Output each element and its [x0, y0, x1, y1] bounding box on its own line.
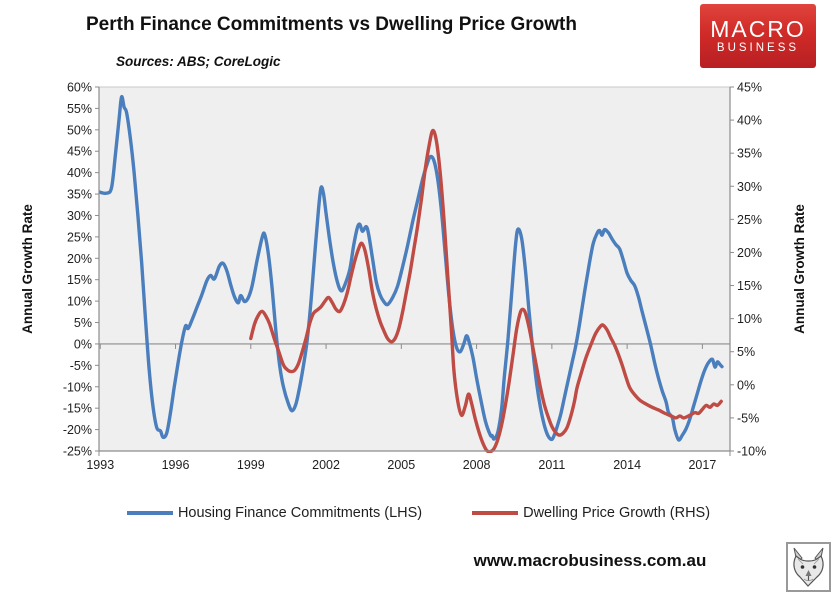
wolf-icon [786, 542, 831, 592]
right-axis-tick-label: 35% [737, 147, 762, 161]
right-axis-tick-label: 20% [737, 246, 762, 260]
right-axis-tick-label: -5% [737, 411, 759, 425]
x-axis-tick-label: 2005 [387, 458, 415, 472]
right-axis-tick-label: -10% [737, 445, 766, 459]
left-axis-tick-label: 50% [67, 123, 92, 137]
chart-legend: Housing Finance Commitments (LHS) Dwellin… [0, 505, 837, 521]
x-axis-tick-label: 1996 [162, 458, 190, 472]
website-url: www.macrobusiness.com.au [473, 551, 707, 570]
legend-item: Dwelling Price Growth (RHS) [472, 505, 710, 521]
left-axis-tick-label: 55% [67, 102, 92, 116]
right-axis-tick-label: 5% [737, 345, 755, 359]
left-axis-tick-label: 0% [74, 337, 92, 351]
x-axis-tick-label: 2014 [613, 458, 641, 472]
x-axis-tick-label: 2002 [312, 458, 340, 472]
macrobusiness-logo: MACRO BUSINESS [700, 4, 816, 68]
legend-label: Housing Finance Commitments (LHS) [177, 505, 423, 521]
right-axis-tick-label: 40% [737, 114, 762, 128]
right-axis-tick-label: 10% [737, 312, 762, 326]
left-axis-tick-label: 30% [67, 209, 92, 223]
left-axis-tick-label: 35% [67, 188, 92, 202]
chart-plot: 60% 55% 50% 45% 40% 35% 30% 25% 20% 15% 10% 5% 0% -5%… [63, 81, 766, 473]
left-axis-tick-label: 40% [67, 166, 92, 180]
left-axis-tick-label: 10% [67, 295, 92, 309]
left-axis-tick-label: 5% [74, 316, 92, 330]
left-axis-tick-label: -25% [63, 445, 92, 459]
left-axis-tick-label: 25% [67, 230, 92, 244]
chart-sources-note: Sources: ABS; CoreLogic [116, 54, 281, 69]
x-axis-tick-label: 2017 [688, 458, 716, 472]
x-axis-tick-label: 2008 [463, 458, 491, 472]
right-axis-tick-label: 15% [737, 279, 762, 293]
left-axis-tick-label: 60% [67, 81, 92, 95]
right-axis-tick-label: 45% [737, 81, 762, 95]
x-axis-tick-label: 1999 [237, 458, 265, 472]
left-axis-tick-label: 45% [67, 145, 92, 159]
right-axis-tick-label: 25% [737, 213, 762, 227]
page-title: Perth Finance Commitments vs Dwelling Pr… [86, 14, 577, 35]
logo-text-business: BUSINESS [716, 42, 800, 54]
series-line-rhs-red [249, 128, 723, 453]
left-axis-tick-label: -5% [70, 359, 92, 373]
left-axis-tick-label: 15% [67, 273, 92, 287]
x-axis-tick-label: 2011 [538, 458, 565, 472]
legend-item: Housing Finance Commitments (LHS) [126, 505, 423, 521]
logo-text-macro: MACRO [710, 16, 806, 42]
legend-line-swatch [472, 511, 519, 515]
left-axis-tick-label: 20% [67, 252, 92, 266]
right-axis-tick-label: 0% [737, 378, 755, 392]
legend-label: Dwelling Price Growth (RHS) [523, 505, 711, 521]
x-axis-tick-label: 1993 [86, 458, 114, 472]
left-axis-tick-label: -20% [63, 423, 92, 437]
right-axis-tick-label: 30% [737, 180, 762, 194]
left-axis-tick-label: -15% [63, 402, 92, 416]
legend-line-swatch [126, 511, 173, 515]
left-axis-tick-label: -10% [63, 380, 92, 394]
